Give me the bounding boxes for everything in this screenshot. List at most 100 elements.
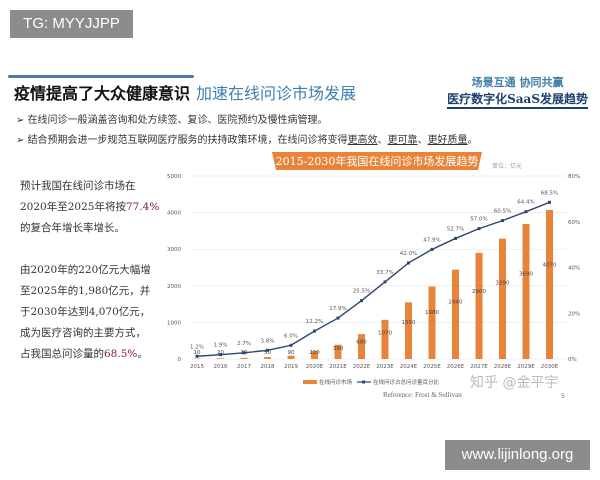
line: 成为医疗咨询的主要方式， [20, 327, 146, 339]
bar-label: 1550 [402, 320, 416, 326]
bar [405, 302, 412, 359]
line-point [289, 343, 293, 347]
legend-line-label: 在线问诊占总问诊量百分比 [373, 378, 440, 386]
x-tick: 2029E [517, 364, 535, 370]
reference: Reference: Frost & Sullivan [383, 391, 462, 399]
bullet-text: 结合预期会进一步规范互联网医疗服务的扶持政策环境，在线问诊将变得 [27, 135, 348, 146]
line-point [454, 236, 457, 240]
line-point [336, 316, 340, 320]
chart-title-banner [272, 152, 482, 170]
bar-label: 390 [333, 346, 344, 352]
sep: 、 [417, 135, 428, 146]
title-highlight: 加速在线问诊市场发展 [196, 84, 357, 103]
bar-label: 50 [264, 350, 271, 356]
line-label: 47.9% [423, 237, 440, 243]
bar [358, 334, 365, 359]
bar-label: 1980 [425, 310, 439, 316]
badge-line2: 医疗数字化SaaS发展趋势 [447, 90, 588, 109]
line: 至2025年的1,980亿元，并 [20, 285, 151, 297]
y-right-tick: 40% [568, 266, 580, 272]
legend-bar-label: 在线问诊市场 [319, 378, 353, 386]
x-tick: 2017 [237, 364, 251, 370]
sep: 。 [467, 135, 478, 146]
highlight-share: 68.5% [104, 348, 138, 360]
side-text-1: 预计我国在线问诊市场在 2020年至2025年将按77.4% 的复合年增长率增长… [20, 176, 159, 239]
line-point [195, 354, 199, 358]
line-label: 42.0% [400, 251, 417, 257]
bullet-2: ➢ 结合预期会进一步规范互联网医疗服务的扶持政策环境，在线问诊将变得更高效、更可… [16, 135, 478, 146]
bar-label: 10 [194, 350, 201, 356]
line-label: 25.5% [353, 289, 370, 295]
line-point [266, 348, 269, 352]
line-point [242, 351, 246, 355]
legend-bar-swatch [303, 380, 317, 384]
bar [334, 344, 342, 359]
sep: 、 [377, 135, 388, 146]
y-right-tick: 60% [568, 220, 580, 226]
bar [240, 357, 248, 359]
x-tick: 2026E [447, 364, 465, 370]
y-left-tick: 5000 [167, 174, 181, 180]
y-right-tick: 0% [568, 357, 577, 363]
bullet-text: 在线问诊一般涵盖咨询和处方续签、复诊、医院预约及慢性病管理。 [27, 115, 328, 126]
x-tick: 2024E [400, 364, 418, 370]
x-tick: 2023E [376, 364, 394, 370]
bar-label: 680 [356, 340, 367, 346]
x-tick: 2021E [329, 364, 347, 370]
line-label: 1.2% [190, 344, 204, 350]
line-label: 3.8% [261, 338, 275, 344]
line: 于2030年达到4,070亿元， [20, 306, 151, 318]
bar [217, 358, 224, 359]
y-left-tick: 4000 [167, 211, 181, 217]
line-label: 17.9% [329, 306, 346, 312]
line-point [313, 329, 316, 333]
underline-3: 更好质量 [427, 135, 468, 146]
line: 占我国总问诊量的68.5%。 [20, 344, 151, 365]
y-left-tick: 1000 [167, 320, 181, 326]
line-point [548, 200, 551, 204]
bar-label: 90 [288, 350, 295, 356]
line: 预计我国在线问诊市场在 [20, 180, 136, 192]
title-main: 疫情提高了大众健康意识 [14, 84, 191, 103]
bar [522, 223, 530, 359]
x-tick: 2018 [261, 364, 275, 370]
badge: 场景互通 协同共赢 医疗数字化SaaS发展趋势 [447, 74, 588, 109]
bar-label: 1070 [378, 331, 392, 337]
x-tick: 2016 [214, 364, 228, 370]
line-point [219, 353, 222, 357]
line-label: 33.7% [376, 270, 393, 276]
line: 2020年至2025年将按77.4% [20, 197, 159, 218]
x-tick: 2025E [423, 364, 441, 370]
text: 2020年至2025年将按 [20, 201, 126, 213]
y-left-tick: 2000 [167, 284, 181, 290]
bar-label: 220 [309, 350, 320, 356]
line-label: 2.7% [237, 341, 251, 347]
x-tick: 2028E [494, 364, 512, 370]
chart-title: 2015-2030年我国在线问诊市场发展趋势 [276, 154, 479, 168]
x-tick: 2015 [190, 364, 204, 370]
y-right-tick: 80% [568, 174, 580, 180]
line-label: 60.5% [494, 209, 511, 215]
share-line [196, 201, 550, 357]
y-left-tick: 3000 [167, 247, 181, 253]
bar-label: 2900 [472, 289, 486, 295]
line-label: 64.4% [517, 200, 534, 206]
x-tick: 2020E [306, 364, 324, 370]
bar-label: 2440 [449, 300, 463, 306]
line-point [360, 299, 363, 303]
bar [381, 319, 389, 359]
tag-top-left: TG: MYYJJPP [10, 10, 133, 38]
bar-label: 3290 [496, 280, 510, 286]
highlight-cagr: 77.4% [125, 201, 160, 213]
x-tick: 2030E [541, 364, 559, 370]
bar-label: 20 [217, 350, 224, 356]
tag-bottom-right: www.lijinlong.org [445, 440, 590, 470]
page-number: 5 [561, 393, 565, 400]
bar [475, 252, 483, 359]
x-tick: 2027E [470, 364, 488, 370]
side-text-2: 由2020年的220亿元大幅增 至2025年的1,980亿元，并 于2030年达… [20, 260, 151, 365]
x-tick: 2019 [284, 364, 298, 370]
accent-bar [8, 75, 194, 78]
text: 占我国总问诊量的 [20, 348, 104, 360]
text: 。 [137, 348, 148, 360]
